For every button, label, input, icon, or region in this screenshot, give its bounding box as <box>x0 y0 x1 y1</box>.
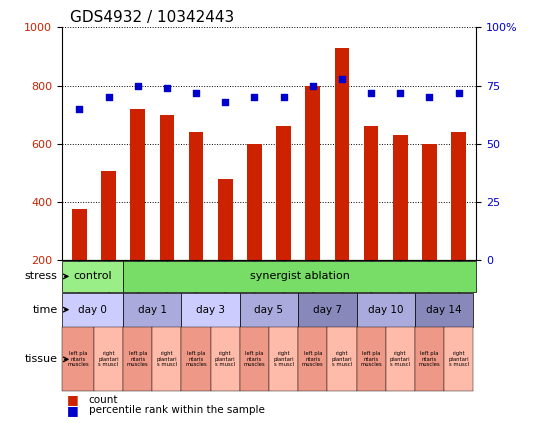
Text: day 7: day 7 <box>313 305 342 315</box>
Text: day 5: day 5 <box>254 305 284 315</box>
Text: left pla
ntaris
muscles: left pla ntaris muscles <box>244 352 265 367</box>
Text: ■: ■ <box>67 393 79 406</box>
FancyBboxPatch shape <box>240 327 269 391</box>
Bar <box>451 132 466 260</box>
Point <box>367 89 376 96</box>
Text: tissue: tissue <box>25 354 58 364</box>
Point <box>425 94 434 101</box>
FancyBboxPatch shape <box>181 327 211 391</box>
FancyBboxPatch shape <box>123 261 476 292</box>
Text: left pla
ntaris
muscles: left pla ntaris muscles <box>302 352 324 367</box>
FancyBboxPatch shape <box>386 327 415 391</box>
Text: right
plantari
s muscl: right plantari s muscl <box>390 352 410 367</box>
Text: control: control <box>73 272 112 281</box>
Text: left pla
ntaris
muscles: left pla ntaris muscles <box>419 352 440 367</box>
Bar <box>130 109 145 260</box>
Bar <box>306 86 320 260</box>
Text: left pla
ntaris
muscles: left pla ntaris muscles <box>67 352 89 367</box>
FancyBboxPatch shape <box>240 293 298 327</box>
FancyBboxPatch shape <box>62 293 123 327</box>
Text: stress: stress <box>25 272 58 281</box>
Text: count: count <box>89 395 118 405</box>
Bar <box>218 179 232 260</box>
Point <box>308 82 317 89</box>
Text: right
plantari
s muscl: right plantari s muscl <box>331 352 352 367</box>
Text: ■: ■ <box>67 404 79 417</box>
Text: right
plantari
s muscl: right plantari s muscl <box>98 352 119 367</box>
Bar <box>422 144 437 260</box>
FancyBboxPatch shape <box>62 327 94 391</box>
Point <box>192 89 200 96</box>
Bar <box>72 209 87 260</box>
Point <box>221 99 230 105</box>
Text: day 1: day 1 <box>138 305 167 315</box>
Point <box>133 82 142 89</box>
FancyBboxPatch shape <box>298 327 327 391</box>
Point <box>279 94 288 101</box>
FancyBboxPatch shape <box>123 293 181 327</box>
FancyBboxPatch shape <box>123 327 152 391</box>
FancyBboxPatch shape <box>269 327 298 391</box>
Point <box>75 106 84 113</box>
Point <box>162 85 171 91</box>
Bar <box>160 115 174 260</box>
Bar <box>101 171 116 260</box>
Text: right
plantari
s muscl: right plantari s muscl <box>273 352 294 367</box>
Text: day 14: day 14 <box>426 305 462 315</box>
Text: left pla
ntaris
muscles: left pla ntaris muscles <box>127 352 148 367</box>
FancyBboxPatch shape <box>444 327 473 391</box>
Bar <box>277 126 291 260</box>
Bar <box>335 48 349 260</box>
Point <box>250 94 259 101</box>
Text: day 0: day 0 <box>78 305 107 315</box>
FancyBboxPatch shape <box>415 293 473 327</box>
Text: percentile rank within the sample: percentile rank within the sample <box>89 405 265 415</box>
FancyBboxPatch shape <box>357 293 415 327</box>
Point <box>396 89 405 96</box>
Text: day 3: day 3 <box>196 305 225 315</box>
Text: day 10: day 10 <box>368 305 404 315</box>
FancyBboxPatch shape <box>152 327 181 391</box>
Text: left pla
ntaris
muscles: left pla ntaris muscles <box>360 352 382 367</box>
Text: right
plantari
s muscl: right plantari s muscl <box>448 352 469 367</box>
Point <box>104 94 113 101</box>
FancyBboxPatch shape <box>181 293 240 327</box>
FancyBboxPatch shape <box>94 327 123 391</box>
Text: synergist ablation: synergist ablation <box>250 272 350 281</box>
Point <box>338 75 346 82</box>
FancyBboxPatch shape <box>415 327 444 391</box>
FancyBboxPatch shape <box>357 327 386 391</box>
Text: right
plantari
s muscl: right plantari s muscl <box>157 352 177 367</box>
FancyBboxPatch shape <box>62 261 123 292</box>
Text: time: time <box>32 305 58 315</box>
FancyBboxPatch shape <box>327 327 357 391</box>
Bar <box>364 126 378 260</box>
FancyBboxPatch shape <box>211 327 240 391</box>
Bar <box>247 144 261 260</box>
Text: right
plantari
s muscl: right plantari s muscl <box>215 352 236 367</box>
Bar <box>393 135 408 260</box>
Text: GDS4932 / 10342443: GDS4932 / 10342443 <box>70 10 235 25</box>
Point <box>454 89 463 96</box>
Text: left pla
ntaris
muscles: left pla ntaris muscles <box>185 352 207 367</box>
FancyBboxPatch shape <box>298 293 357 327</box>
Bar <box>189 132 203 260</box>
